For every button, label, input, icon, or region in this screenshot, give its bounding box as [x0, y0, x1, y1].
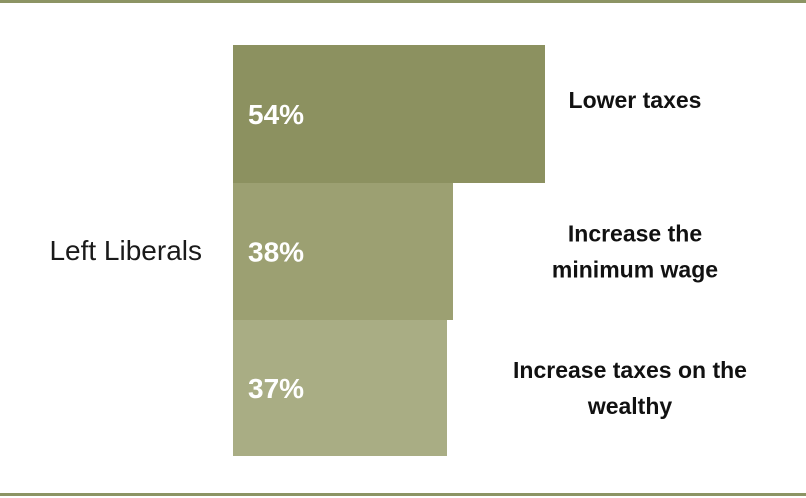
bars-group: 54% Lower taxes 38% Increase the minimum wag…	[233, 45, 747, 456]
category-label-2: Increase the minimum wage	[552, 221, 718, 283]
value-label-1: 54%	[248, 99, 304, 130]
bottom-rule	[0, 493, 806, 496]
bar-2	[233, 183, 453, 320]
category-label-line: minimum wage	[552, 257, 718, 283]
category-label-line: wealthy	[587, 393, 673, 419]
bar-3	[233, 320, 447, 456]
category-label-3: Increase taxes on the wealthy	[513, 357, 747, 419]
bar-1	[233, 45, 545, 183]
group-label: Left Liberals	[49, 235, 202, 266]
top-rule	[0, 0, 806, 3]
value-label-2: 38%	[248, 237, 304, 268]
category-label-1: Lower taxes	[569, 87, 702, 113]
value-label-3: 37%	[248, 373, 304, 404]
category-label-line: Increase taxes on the	[513, 357, 747, 383]
category-label-line: Lower taxes	[569, 87, 702, 113]
category-label-line: Increase the	[568, 221, 702, 247]
